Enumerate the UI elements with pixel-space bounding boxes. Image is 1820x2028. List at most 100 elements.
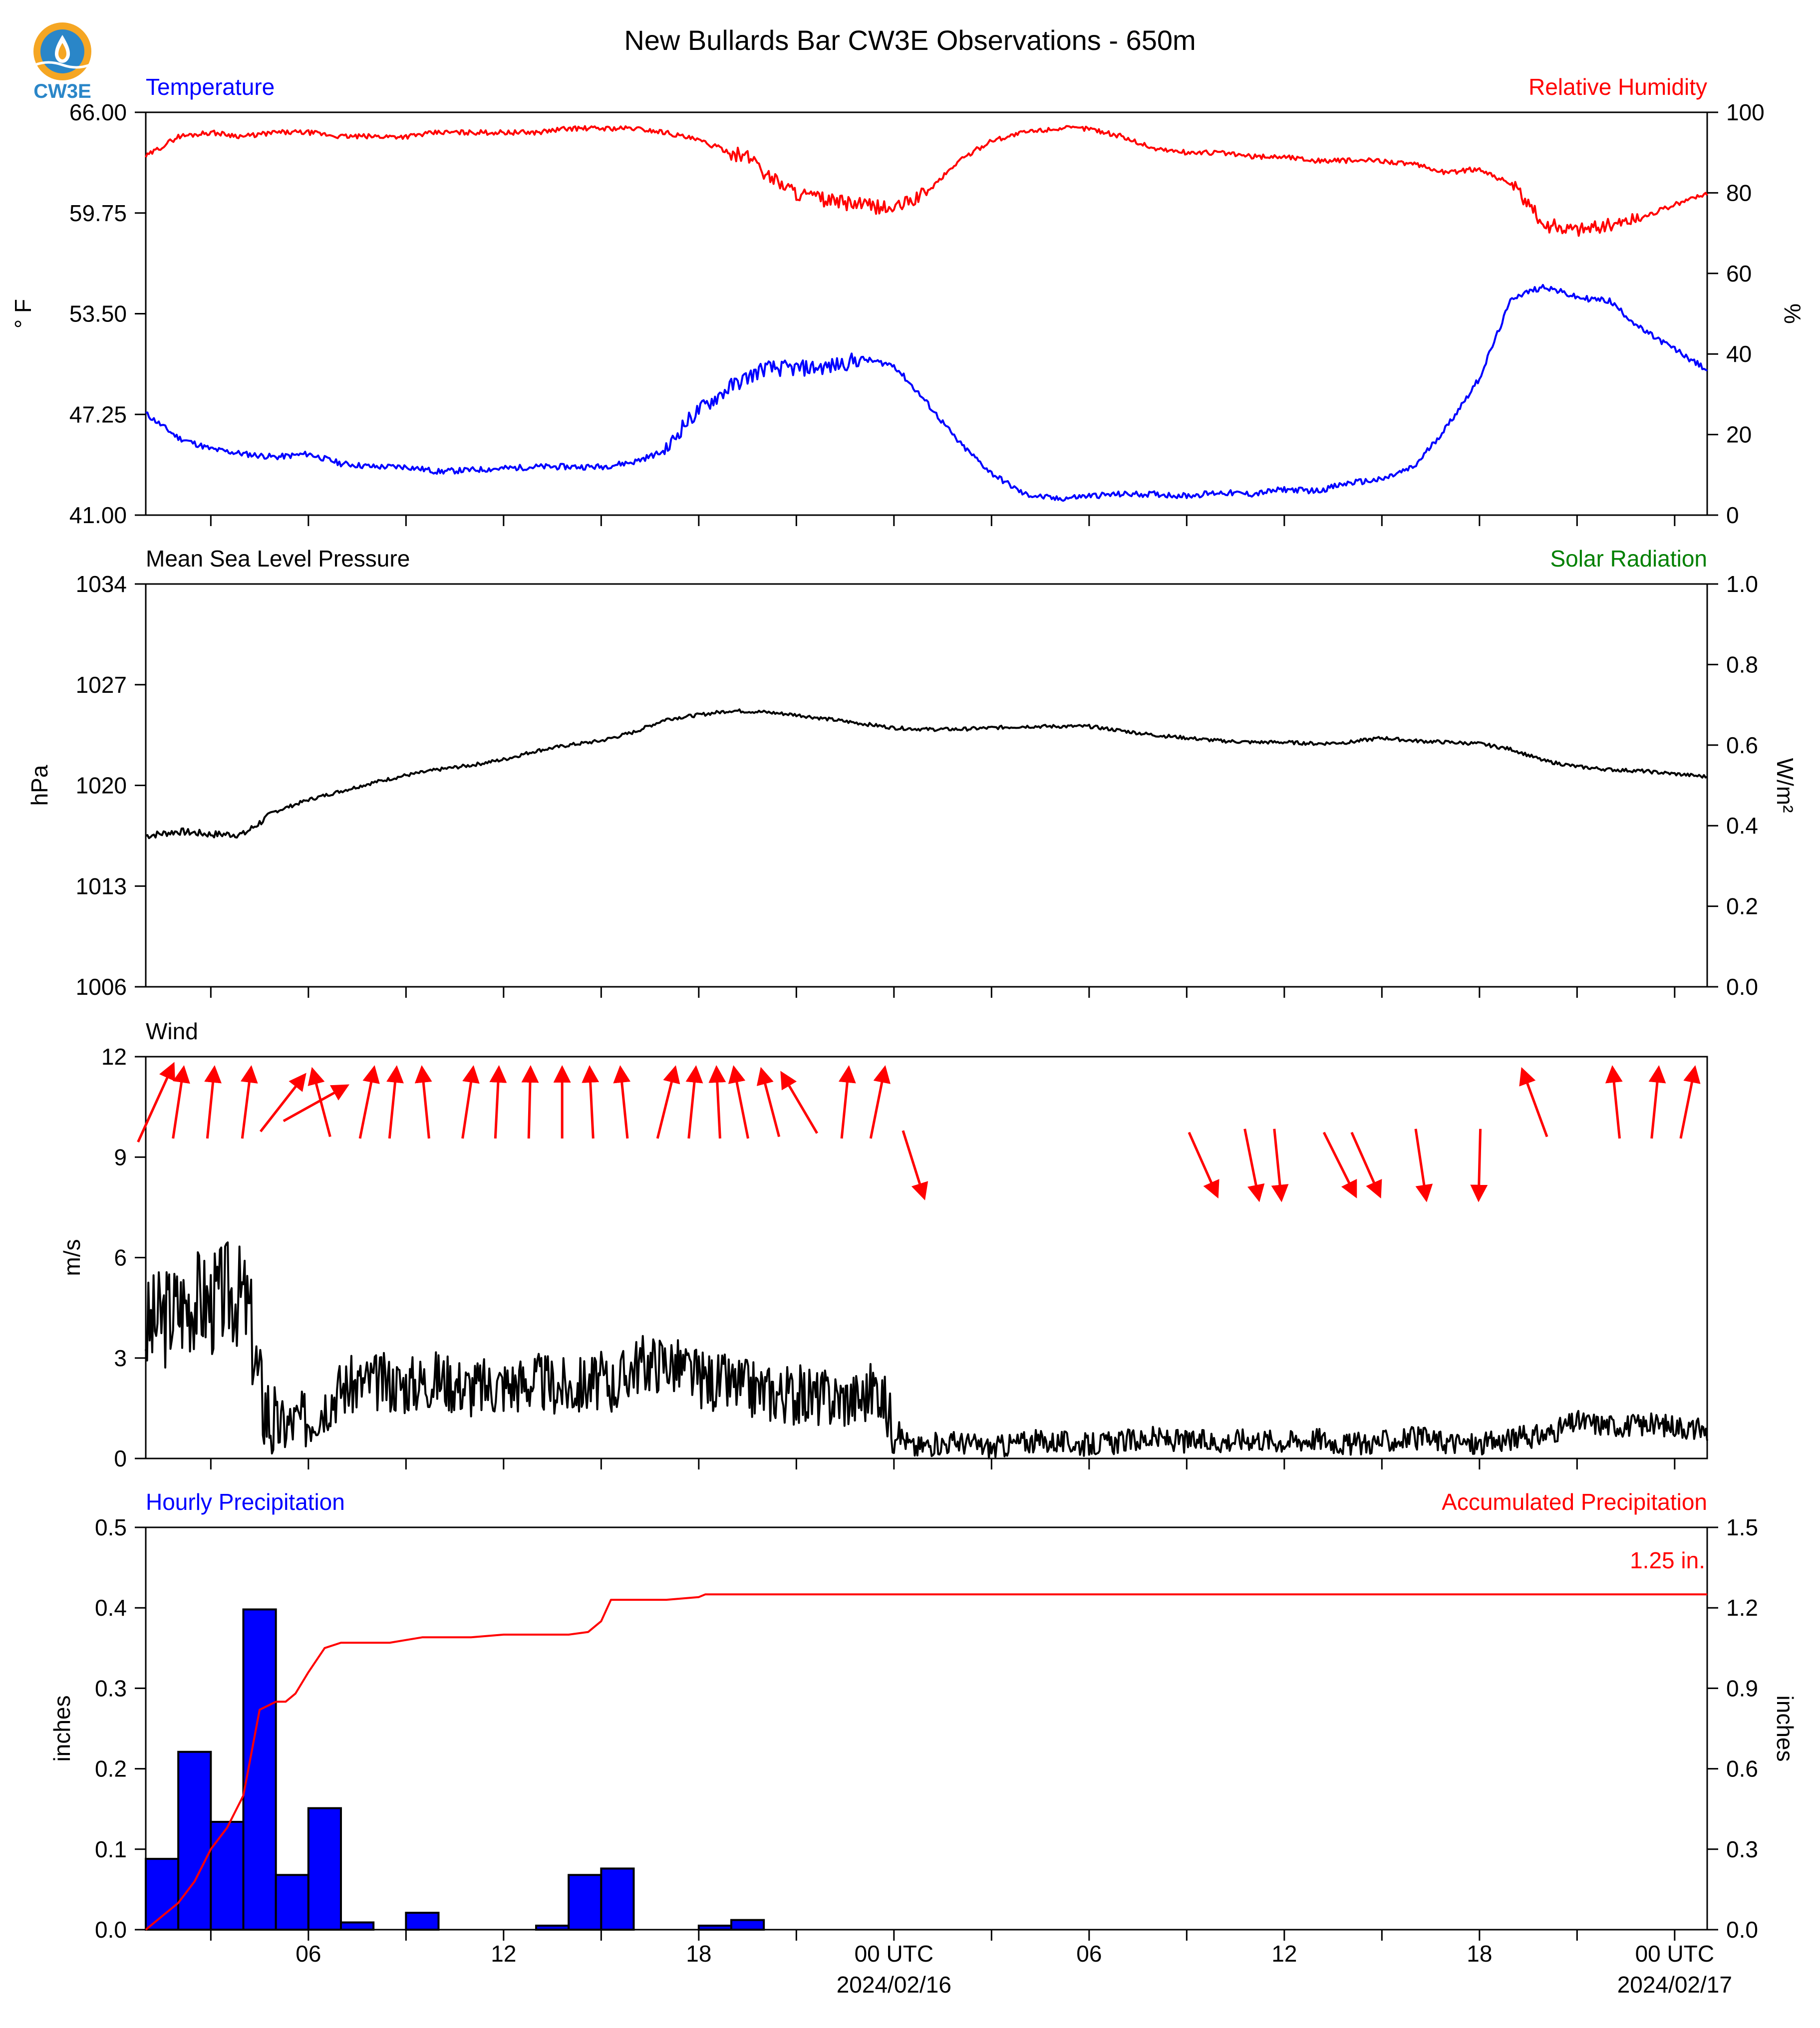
precip-bar xyxy=(145,1858,180,1931)
hourly-precip-axis-tick-label: 0.2 xyxy=(95,1756,127,1782)
humidity-axis-tick-label: 60 xyxy=(1726,261,1752,287)
temperature-axis-tick-label: 53.50 xyxy=(69,301,127,327)
wind-arrow xyxy=(838,1065,856,1139)
precip-bar xyxy=(730,1919,765,1931)
hourly-precip-axis-tick-label: 0.4 xyxy=(95,1595,127,1621)
wind-axis-tick-label: 12 xyxy=(101,1044,127,1070)
precip-bar xyxy=(210,1820,245,1931)
panel-3-frame xyxy=(145,1056,1708,1459)
temperature-axis-tick-label: 41.00 xyxy=(69,502,127,528)
wind-arrow xyxy=(1470,1129,1488,1202)
wind-arrow xyxy=(204,1065,222,1139)
precip-bar xyxy=(568,1874,603,1931)
accum-precip-line xyxy=(145,1593,1707,1931)
precip-bar xyxy=(600,1867,635,1931)
humidity-axis-tick-label: 80 xyxy=(1726,180,1752,206)
wind-arrow xyxy=(1679,1065,1701,1139)
wind-arrow xyxy=(307,1067,331,1138)
precip-bar xyxy=(275,1874,309,1931)
humidity-axis-tick-label: 100 xyxy=(1726,99,1765,125)
hourly-precip-title: Hourly Precipitation xyxy=(146,1489,345,1515)
wind-arrow xyxy=(728,1065,750,1139)
accum-precip-axis-tick-label: 1.5 xyxy=(1726,1514,1758,1540)
logo-text: CW3E xyxy=(33,80,91,102)
precip-bar xyxy=(177,1750,212,1931)
chart-title: New Bullards Bar CW3E Observations - 650… xyxy=(624,24,1196,56)
pressure-axis-tick-label: 1034 xyxy=(76,571,127,597)
wind-arrow xyxy=(756,1067,781,1138)
wind-arrow xyxy=(1648,1065,1666,1139)
x-tick-label: 06 xyxy=(296,1941,321,1967)
x-tick-label: 18 xyxy=(1467,1941,1492,1967)
humidity-unit-label: % xyxy=(1780,303,1806,324)
temperature-title: Temperature xyxy=(146,74,275,100)
humidity-axis-tick-label: 40 xyxy=(1726,341,1752,367)
hourly-precip-axis-tick-label: 0.0 xyxy=(95,1917,127,1943)
wind-title: Wind xyxy=(146,1018,198,1044)
hourly-precip-unit-label: inches xyxy=(49,1696,75,1762)
wind-axis-tick-label: 3 xyxy=(114,1345,127,1371)
pressure-axis-tick-label: 1006 xyxy=(76,974,127,1000)
temperature-axis-tick-label: 47.25 xyxy=(69,401,127,427)
hourly-precip-axis-tick-label: 0.3 xyxy=(95,1675,127,1701)
wind-arrow xyxy=(521,1065,539,1139)
wind-arrow xyxy=(582,1065,600,1139)
accum-precip-axis-tick-label: 1.2 xyxy=(1726,1595,1758,1621)
wind-arrow xyxy=(1243,1129,1265,1202)
x-date-label: 2024/02/17 xyxy=(1617,1972,1732,1998)
cw3e-logo: CW3E xyxy=(25,19,100,104)
x-tick-label: 00 UTC xyxy=(855,1941,933,1967)
accum-total-label: 1.25 in. xyxy=(1630,1547,1705,1573)
solar-axis-tick-label: 1.0 xyxy=(1726,571,1758,597)
humidity-axis-tick-label: 20 xyxy=(1726,422,1752,448)
wind-arrow xyxy=(902,1130,928,1200)
wind-arrow xyxy=(1322,1132,1357,1198)
wind-arrow xyxy=(613,1065,631,1139)
pressure-axis-tick-label: 1020 xyxy=(76,773,127,799)
x-tick-label: 18 xyxy=(686,1941,711,1967)
wind-arrow xyxy=(780,1071,819,1134)
x-tick-label: 12 xyxy=(491,1941,516,1967)
temperature-axis-tick-label: 59.75 xyxy=(69,200,127,226)
wind-arrow xyxy=(869,1065,891,1139)
solar-axis-tick-label: 0.2 xyxy=(1726,893,1758,919)
temperature-line xyxy=(145,284,1708,502)
wind-arrow xyxy=(259,1073,306,1133)
humidity-axis-tick-label: 0 xyxy=(1726,502,1739,528)
pressure-axis-tick-label: 1027 xyxy=(76,672,127,698)
x-date-label: 2024/02/16 xyxy=(837,1972,951,1998)
wind-arrow xyxy=(489,1065,507,1139)
x-tick-label: 06 xyxy=(1076,1941,1102,1967)
accum-precip-axis-tick-label: 0.0 xyxy=(1726,1917,1758,1943)
humidity-line xyxy=(145,125,1708,237)
accum-precip-title: Accumulated Precipitation xyxy=(1442,1489,1707,1515)
pressure-line xyxy=(145,708,1708,840)
accum-precip-axis-tick-label: 0.9 xyxy=(1726,1675,1758,1701)
wind-arrow xyxy=(1188,1132,1219,1199)
temperature-axis-tick-label: 66.00 xyxy=(69,99,127,125)
wind-arrow xyxy=(1519,1067,1548,1138)
wind-arrow xyxy=(137,1062,175,1143)
wind-arrow xyxy=(656,1065,680,1139)
wind-axis-tick-label: 6 xyxy=(114,1245,127,1271)
hourly-precip-axis-tick-label: 0.5 xyxy=(95,1514,127,1540)
temperature-unit-label: ° F xyxy=(10,299,36,328)
wind-arrow xyxy=(240,1065,258,1139)
solar-unit-label: W/m² xyxy=(1772,758,1798,813)
panel-4-frame xyxy=(145,1526,1708,1931)
wind-axis-tick-label: 9 xyxy=(114,1144,127,1170)
precip-bar xyxy=(340,1921,375,1931)
wind-arrow xyxy=(685,1065,703,1139)
precip-bar xyxy=(405,1912,440,1931)
wind-speed-line xyxy=(145,1241,1708,1459)
solar-axis-tick-label: 0.4 xyxy=(1726,813,1758,839)
x-tick-label: 00 UTC xyxy=(1635,1941,1714,1967)
wind-arrow xyxy=(283,1084,349,1123)
accum-precip-axis-tick-label: 0.6 xyxy=(1726,1756,1758,1782)
x-tick-label: 12 xyxy=(1271,1941,1297,1967)
wind-arrow xyxy=(386,1065,404,1139)
pressure-axis-tick-label: 1013 xyxy=(76,873,127,899)
pressure-unit-label: hPa xyxy=(26,765,52,806)
wind-arrow xyxy=(1271,1129,1289,1202)
